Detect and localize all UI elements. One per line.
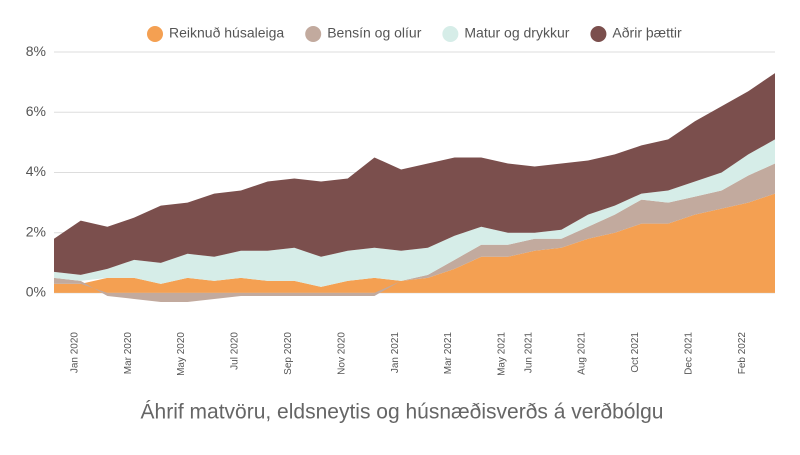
y-tick-label: 6%: [26, 103, 46, 119]
x-tick-label: Feb 2022: [737, 332, 748, 375]
x-tick-label: Dec 2021: [684, 332, 695, 375]
x-tick-label: Mar 2020: [123, 332, 134, 375]
y-tick-label: 8%: [26, 43, 46, 59]
x-tick-label: Sep 2020: [283, 332, 294, 375]
area: [54, 139, 775, 287]
x-tick-label: Jun 2021: [523, 332, 534, 374]
y-tick-label: 2%: [26, 223, 46, 239]
legend-marker: [147, 26, 163, 42]
x-tick-label: May 2020: [176, 332, 187, 376]
legend-label: Reiknuð húsaleiga: [169, 25, 284, 41]
chart-title: Áhrif matvöru, eldsneytis og húsnæðisver…: [141, 401, 664, 424]
area: [54, 193, 775, 293]
y-tick-label: 4%: [26, 163, 46, 179]
legend-marker: [442, 26, 459, 42]
y-tick-label: 0%: [26, 284, 46, 300]
x-tick-label: Mar 2021: [443, 332, 454, 375]
x-tick-label: Jul 2020: [230, 332, 241, 370]
x-tick-label: Oct 2021: [630, 332, 641, 373]
x-tick-label: May 2021: [497, 332, 508, 376]
area: [54, 73, 775, 275]
x-tick-label: Nov 2020: [336, 332, 347, 375]
legend-label: Aðrir þættir: [612, 25, 682, 41]
legend-marker: [305, 26, 322, 42]
legend-label: Bensín og olíur: [327, 25, 422, 41]
x-tick-label: Aug 2021: [577, 332, 588, 375]
legend-label: Matur og drykkur: [464, 25, 569, 41]
x-tick-label: Jan 2020: [69, 332, 80, 374]
legend-marker: [590, 26, 607, 42]
x-tick-label: Jan 2021: [390, 332, 401, 374]
